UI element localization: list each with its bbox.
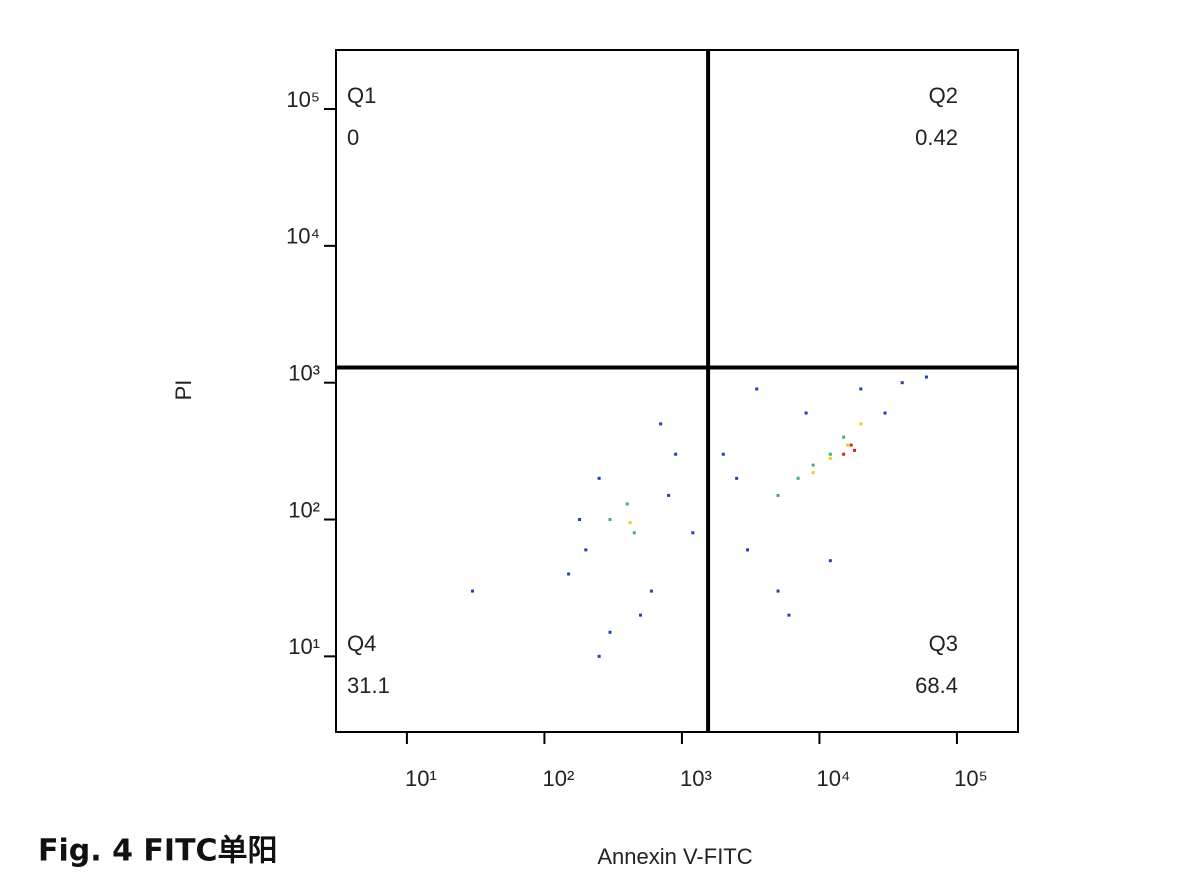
quadrant-name: Q3 [929, 631, 958, 656]
y-tick-label: 10¹ [288, 634, 320, 659]
y-axis-label: PI [171, 380, 196, 401]
x-tick-label: 10⁵ [954, 766, 988, 791]
point [811, 463, 815, 467]
point [578, 518, 582, 522]
point [691, 531, 695, 535]
point [853, 448, 857, 452]
point [584, 548, 588, 552]
y-tick-label: 10² [288, 497, 320, 522]
point [746, 548, 750, 552]
x-tick-label: 10³ [680, 766, 712, 791]
point [667, 493, 671, 497]
point [649, 589, 653, 593]
point [924, 375, 928, 379]
point [608, 518, 612, 522]
quadrant-name: Q1 [347, 83, 376, 108]
point [828, 452, 832, 456]
point [842, 452, 846, 456]
x-tick-label: 10¹ [405, 766, 437, 791]
point [846, 443, 850, 447]
point [628, 521, 632, 525]
quadrant-value: 31.1 [347, 673, 390, 698]
point [625, 502, 629, 506]
point [828, 456, 832, 460]
caption: Fig. 4 FITC单阳 [38, 834, 278, 869]
y-tick-label: 10³ [288, 361, 320, 386]
point [796, 476, 800, 480]
point [849, 443, 853, 447]
x-tick-label: 10² [543, 766, 575, 791]
point [842, 435, 846, 439]
point [471, 589, 475, 593]
point [859, 387, 863, 391]
point [597, 476, 601, 480]
point [883, 411, 887, 415]
point [721, 452, 725, 456]
point [608, 630, 612, 634]
x-tick-label: 10⁴ [816, 766, 850, 791]
point [639, 613, 643, 617]
point [900, 381, 904, 385]
point [776, 493, 780, 497]
y-tick-label: 10⁵ [286, 87, 320, 112]
point [567, 572, 571, 576]
point [811, 471, 815, 475]
quadrant-value: 0 [347, 125, 359, 150]
quadrant-name: Q4 [347, 631, 376, 656]
point [787, 613, 791, 617]
y-tick-label: 10⁴ [286, 224, 320, 249]
point [735, 476, 739, 480]
point [597, 654, 601, 658]
plot-frame [335, 49, 1019, 733]
point [804, 411, 808, 415]
point [632, 531, 636, 535]
point [755, 387, 759, 391]
point [859, 422, 863, 426]
point [828, 559, 832, 563]
x-axis-label: Annexin V-FITC [597, 844, 752, 869]
point [659, 422, 663, 426]
point [674, 452, 678, 456]
quadrant-name: Q2 [929, 83, 958, 108]
point [776, 589, 780, 593]
quadrant-value: 0.42 [915, 125, 958, 150]
quadrant-value: 68.4 [915, 673, 958, 698]
